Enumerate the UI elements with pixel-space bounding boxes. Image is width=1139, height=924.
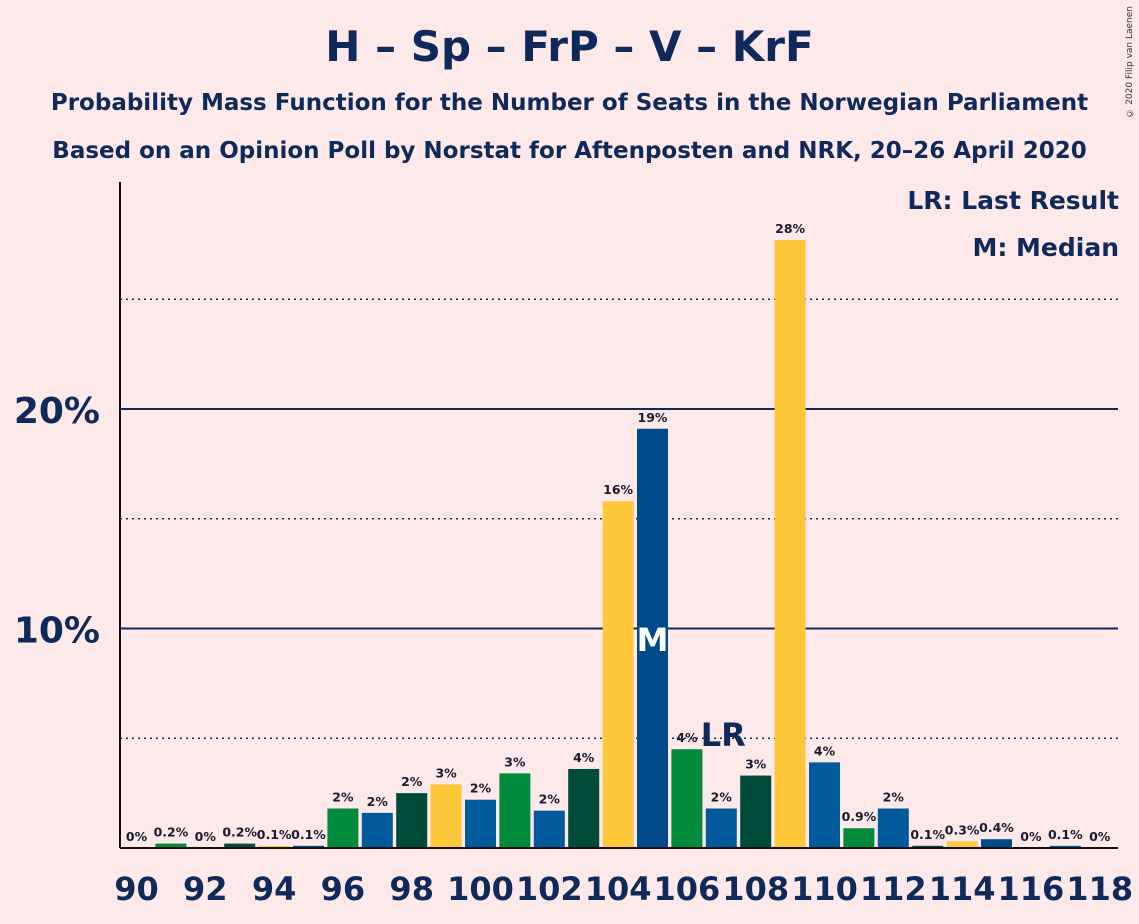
bar xyxy=(740,775,772,848)
x-tick-label: 110 xyxy=(791,870,858,908)
bar-value-label: 4% xyxy=(573,750,595,765)
bar xyxy=(430,784,462,848)
bar-value-label: 0% xyxy=(1089,829,1111,844)
bar xyxy=(533,810,565,848)
bar xyxy=(809,762,840,848)
bar xyxy=(981,839,1012,848)
bar xyxy=(671,749,703,848)
last-result-marker: LR xyxy=(701,716,746,754)
legend-median: M: Median xyxy=(972,233,1119,262)
bar-value-label: 0.1% xyxy=(910,827,945,842)
bar xyxy=(1049,845,1081,848)
bar xyxy=(293,845,324,848)
bar xyxy=(637,428,668,848)
bar xyxy=(705,808,737,848)
bar-value-label: 0.1% xyxy=(291,827,326,842)
legend-last-result: LR: Last Result xyxy=(907,186,1119,215)
bar xyxy=(327,808,359,848)
bar-value-label: 3% xyxy=(435,765,457,780)
bar-value-label: 0.2% xyxy=(222,825,257,840)
x-tick-label: 98 xyxy=(389,870,434,908)
bar-value-label: 3% xyxy=(745,757,767,772)
x-tick-label: 100 xyxy=(447,870,514,908)
bar-value-label: 0.1% xyxy=(1048,827,1083,842)
chart-title: H – Sp – FrP – V – KrF xyxy=(325,22,814,71)
bar-value-label: 4% xyxy=(814,743,836,758)
bar-value-label: 2% xyxy=(883,789,905,804)
bar-value-label: 2% xyxy=(332,789,354,804)
bar xyxy=(946,841,978,848)
x-tick-label: 106 xyxy=(654,870,721,908)
bar-value-label: 0.1% xyxy=(257,827,292,842)
x-tick-label: 104 xyxy=(585,870,652,908)
x-tick-label: 118 xyxy=(1066,870,1133,908)
bar xyxy=(258,845,290,848)
bar xyxy=(465,799,496,848)
bar-value-label: 0.2% xyxy=(154,825,189,840)
bar xyxy=(877,808,909,848)
bar xyxy=(602,501,634,848)
bar xyxy=(912,845,944,848)
bar-value-label: 19% xyxy=(638,410,668,425)
bar xyxy=(774,239,806,849)
bar-value-label: 28% xyxy=(775,221,805,236)
bar-value-label: 2% xyxy=(401,774,423,789)
y-tick-label: 20% xyxy=(14,391,100,432)
bar-value-label: 0.4% xyxy=(979,820,1014,835)
bar xyxy=(843,828,875,848)
bar-value-label: 2% xyxy=(711,789,733,804)
x-tick-label: 116 xyxy=(998,870,1065,908)
bar xyxy=(396,793,428,848)
x-tick-label: 90 xyxy=(114,870,159,908)
chart-subtitle-2: Based on an Opinion Poll by Norstat for … xyxy=(52,138,1087,164)
bar-value-label: 3% xyxy=(504,754,526,769)
x-tick-label: 108 xyxy=(722,870,789,908)
x-tick-label: 94 xyxy=(252,870,297,908)
bar xyxy=(499,773,531,848)
bar-value-label: 0% xyxy=(195,829,217,844)
y-tick-label: 10% xyxy=(14,611,100,652)
bar-value-label: 2% xyxy=(367,794,389,809)
bar-value-label: 2% xyxy=(470,781,492,796)
bar-value-label: 0% xyxy=(1020,829,1042,844)
x-tick-label: 92 xyxy=(183,870,228,908)
chart-subtitle-1: Probability Mass Function for the Number… xyxy=(50,90,1089,116)
bar xyxy=(155,843,187,848)
bar xyxy=(224,843,256,848)
bar-value-label: 0% xyxy=(126,829,148,844)
x-tick-label: 114 xyxy=(929,870,996,908)
bar-value-label: 0.9% xyxy=(842,809,877,824)
bar-value-label: 4% xyxy=(676,730,698,745)
x-tick-label: 96 xyxy=(321,870,366,908)
x-tick-label: 112 xyxy=(860,870,927,908)
x-tick-label: 102 xyxy=(516,870,583,908)
bar xyxy=(361,812,393,848)
median-marker: M xyxy=(637,621,669,659)
bar-value-label: 2% xyxy=(539,792,561,807)
bar-value-label: 16% xyxy=(603,482,633,497)
bar-value-label: 0.3% xyxy=(945,822,980,837)
bar xyxy=(568,768,600,848)
